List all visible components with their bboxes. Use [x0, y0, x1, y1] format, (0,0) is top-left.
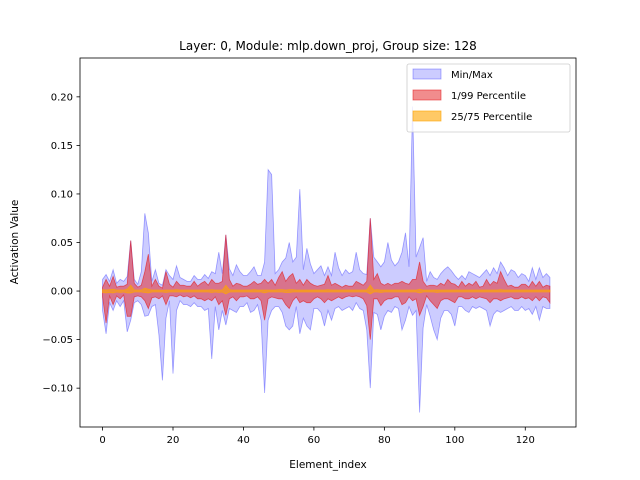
y-tick-label: −0.10 — [42, 384, 73, 395]
y-tick-label: 0.05 — [51, 238, 73, 249]
legend-label: 1/99 Percentile — [451, 91, 526, 102]
x-axis-label: Element_index — [289, 459, 366, 471]
x-tick-label: 100 — [445, 435, 464, 446]
legend-label: Min/Max — [451, 70, 493, 81]
x-tick-label: 0 — [99, 435, 105, 446]
y-tick-label: 0.10 — [51, 189, 73, 200]
x-tick-label: 120 — [516, 435, 535, 446]
x-tick-label: 60 — [308, 435, 321, 446]
plot-area — [79, 57, 577, 428]
series-band-2 — [102, 218, 551, 340]
legend-box — [406, 63, 571, 133]
series-band-1 — [102, 106, 551, 413]
x-tick-label: 40 — [237, 435, 250, 446]
y-axis-label: Activation Value — [9, 200, 21, 285]
legend-swatch — [412, 68, 442, 80]
series-bands — [102, 106, 551, 413]
legend: Min/Max 1/99 Percentile 25/75 Percentile — [406, 63, 571, 133]
legend-swatch — [412, 110, 442, 122]
legend-swatch — [412, 89, 442, 101]
y-tick-label: 0.15 — [51, 141, 73, 152]
y-axis: −0.10 −0.05 0.00 0.05 0.10 0.15 0.20 — [42, 92, 80, 395]
y-tick-label: 0.00 — [51, 287, 73, 298]
series-band-3 — [102, 284, 551, 295]
y-tick-label: 0.20 — [51, 92, 73, 103]
x-tick-label: 20 — [167, 435, 180, 446]
legend-label: 25/75 Percentile — [451, 112, 532, 123]
y-tick-label: −0.05 — [42, 335, 73, 346]
x-axis: 0 20 40 60 80 100 120 — [99, 427, 535, 446]
chart-title: Layer: 0, Module: mlp.down_proj, Group s… — [179, 39, 477, 53]
x-tick-label: 80 — [378, 435, 391, 446]
